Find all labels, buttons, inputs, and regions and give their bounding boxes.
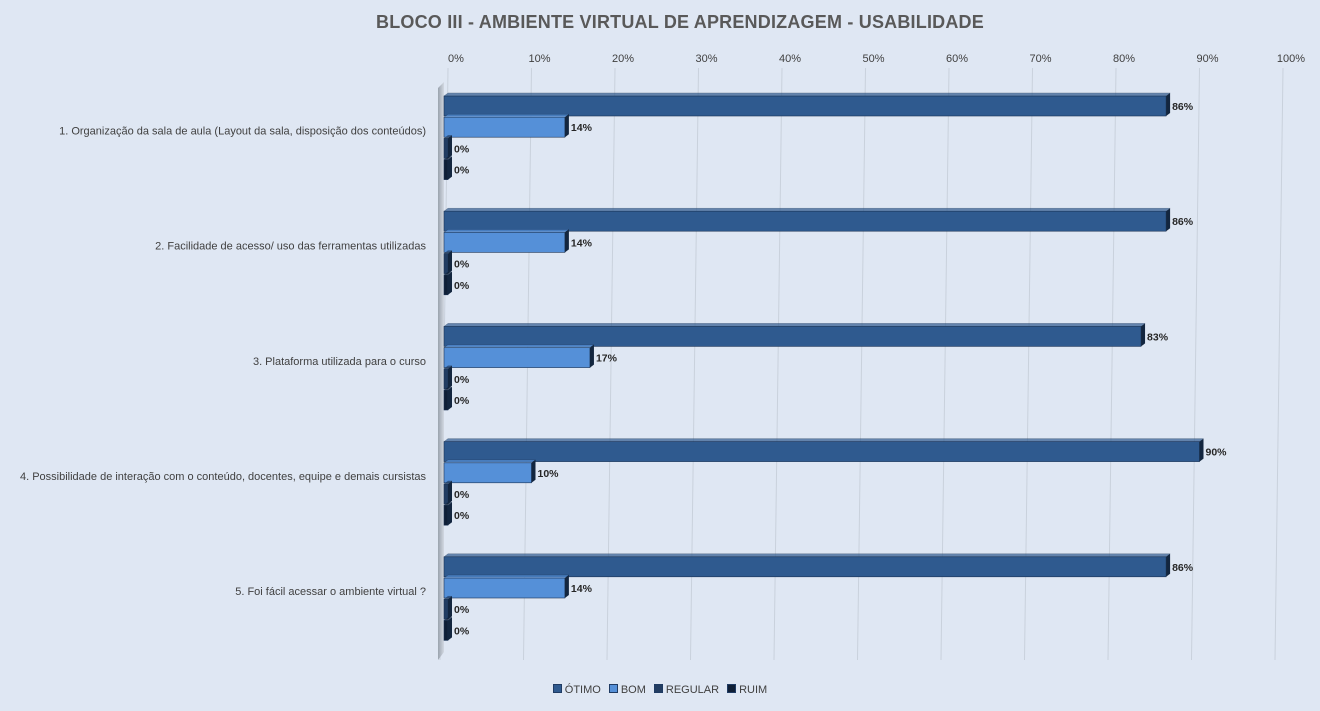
- bar: [443, 617, 453, 641]
- bar: [443, 553, 1171, 578]
- data-label: 14%: [571, 122, 593, 134]
- category-label: 5. Foi fácil acessar o ambiente virtual …: [235, 586, 426, 598]
- bar: [443, 250, 453, 274]
- data-label: 86%: [1172, 216, 1194, 228]
- data-label: 0%: [454, 395, 470, 407]
- axis-wall: [438, 82, 444, 660]
- data-label: 86%: [1172, 101, 1194, 113]
- legend-item: RUIM: [727, 684, 767, 696]
- x-tick-label: 30%: [695, 53, 717, 65]
- bar: [443, 480, 453, 505]
- x-tick-label: 20%: [612, 53, 634, 65]
- data-label: 14%: [571, 237, 593, 249]
- data-label: 90%: [1206, 447, 1228, 459]
- x-tick-label: 80%: [1113, 53, 1135, 65]
- bar: [443, 502, 453, 526]
- legend-swatch: [552, 684, 562, 693]
- category-label: 2. Facilidade de acesso/ uso das ferrame…: [155, 241, 426, 253]
- data-label: 0%: [454, 489, 470, 501]
- data-label: 86%: [1172, 562, 1194, 574]
- legend-label: BOM: [620, 684, 646, 696]
- x-tick-label: 0%: [448, 53, 464, 65]
- bar: [443, 386, 453, 411]
- x-tick-label: 10%: [528, 53, 550, 65]
- data-label: 14%: [571, 583, 593, 595]
- legend-label: ÓTIMO: [564, 684, 601, 696]
- legend-item: REGULAR: [653, 684, 720, 696]
- bar: [443, 574, 570, 599]
- data-label: 83%: [1147, 331, 1169, 343]
- data-label: 0%: [454, 374, 470, 386]
- legend-label: RUIM: [739, 684, 768, 696]
- data-label: 0%: [454, 259, 470, 271]
- bar: [443, 135, 453, 159]
- legend-item: BOM: [608, 684, 646, 696]
- x-tick-label: 60%: [946, 53, 968, 65]
- bar: [443, 208, 1171, 232]
- x-tick-label: 50%: [862, 53, 884, 65]
- data-label: 0%: [454, 625, 470, 637]
- data-label: 0%: [454, 280, 470, 292]
- bar: [443, 596, 453, 620]
- legend-item: ÓTIMO: [552, 684, 601, 696]
- bar: [443, 323, 1146, 347]
- gridline: [1191, 67, 1200, 661]
- x-tick-label: 90%: [1196, 53, 1218, 65]
- x-axis: 0% 10% 20% 30% 40% 50% 60% 70% 80% 90% 100%: [438, 53, 1305, 660]
- bar: [443, 271, 453, 296]
- bar: [443, 156, 453, 180]
- data-label: 17%: [596, 353, 618, 365]
- bar: [443, 344, 595, 368]
- legend-swatch: [608, 684, 618, 693]
- category-axis: 1. Organização da sala de aula (Layout d…: [20, 125, 427, 598]
- legend-swatch: [727, 684, 737, 693]
- bar: [443, 114, 570, 138]
- x-tick-label: 100%: [1277, 53, 1305, 65]
- data-label: 0%: [454, 510, 470, 522]
- category-label: 1. Organização da sala de aula (Layout d…: [59, 125, 426, 137]
- legend-swatch: [653, 684, 663, 693]
- category-label: 3. Plataforma utilizada para o curso: [253, 356, 426, 368]
- bar: [443, 92, 1171, 117]
- data-labels: 86% 14% 0% 0% 86% 14% 0% 0% 83% 17% 0% 0% 90% 10% 0% 0%…: [454, 101, 1227, 637]
- data-label: 0%: [454, 604, 470, 616]
- bar: [443, 438, 1205, 462]
- bar: [443, 229, 570, 253]
- data-label: 0%: [454, 143, 470, 155]
- legend-label: REGULAR: [665, 684, 720, 696]
- chart-title: BLOCO III - AMBIENTE VIRTUAL DE APRENDIZ…: [376, 12, 984, 32]
- gridline: [1274, 67, 1284, 661]
- data-label: 0%: [454, 165, 470, 177]
- bar: [443, 459, 537, 484]
- x-tick-label: 70%: [1029, 53, 1051, 65]
- bars: [443, 92, 1205, 641]
- data-label: 10%: [538, 468, 560, 480]
- legend: ÓTIMO BOM REGULAR RUIM: [0, 684, 1320, 696]
- bar: [443, 365, 453, 390]
- category-label: 4. Possibilidade de interação com o cont…: [20, 471, 427, 483]
- x-tick-label: 40%: [779, 53, 801, 65]
